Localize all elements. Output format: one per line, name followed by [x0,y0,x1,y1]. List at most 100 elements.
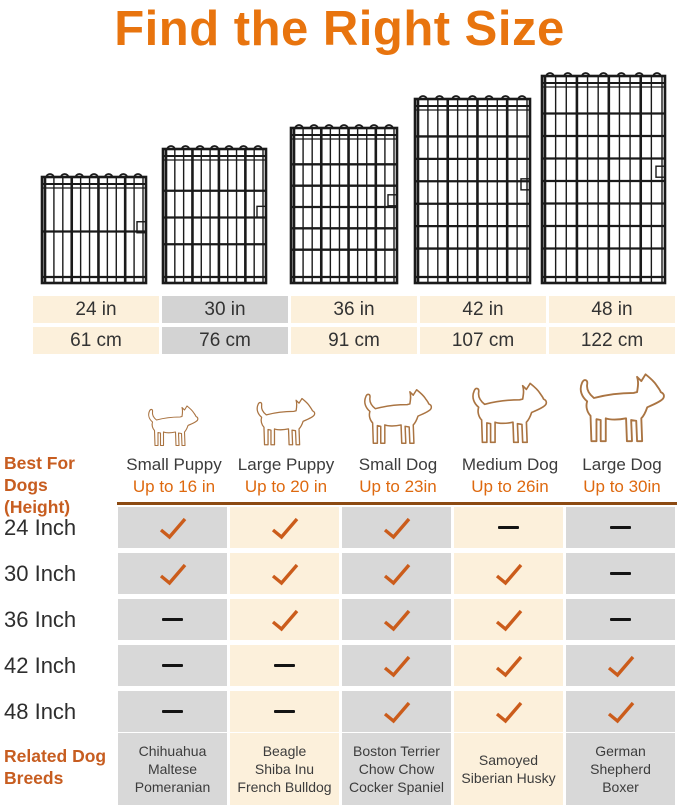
fit-cell [230,507,339,548]
dog-outline-icon [364,389,433,444]
dash-icon [610,617,631,622]
size-cell-cm: 61 cm [33,327,159,354]
size-cell-inches: 48 in [549,296,675,323]
dog-height: Up to 20 in [244,477,328,496]
dog-height: Up to 26in [471,477,549,496]
wire-panel-icon [289,124,399,285]
check-icon [271,563,298,585]
dog-name: Small Dog [358,455,438,474]
fit-cell [566,553,675,594]
dog-outline-icon [256,397,316,446]
crate-panel-36in [289,121,399,285]
dog-height: Up to 23in [359,477,437,496]
fit-cell [454,599,563,640]
fit-cell [454,553,563,594]
check-icon [271,609,298,631]
dog-figure [353,383,441,457]
check-icon [495,563,522,585]
row-label-36-inch: 36 Inch [4,607,77,632]
dog-name: Large Puppy [237,455,335,474]
fit-cell [118,645,227,686]
breed-cell: Beagle Shiba Inu French Bulldog [230,733,339,805]
dog-outline-icon [472,382,548,444]
dog-outline-icon [579,373,665,443]
dog-figure [566,366,676,457]
wire-panel-icon [161,145,268,285]
dash-icon [274,709,295,714]
check-icon [607,655,634,677]
dash-icon [274,663,295,668]
dog-outline-icon [148,405,199,447]
fit-cell [342,553,451,594]
fit-cell [230,599,339,640]
size-cell-inches: 24 in [33,296,159,323]
crate-panel-30in [161,142,268,285]
dog-name: Small Puppy [126,455,222,474]
size-cell-inches: 42 in [420,296,546,323]
fit-cell [454,645,563,686]
check-icon [607,701,634,723]
dog-name: Medium Dog [461,455,559,474]
size-cell-cm: 122 cm [549,327,675,354]
check-icon [383,517,410,539]
dash-icon [162,709,183,714]
check-icon [495,609,522,631]
fit-cell [342,691,451,732]
breed-cell: Boston Terrier Chow Chow Cocker Spaniel [342,733,451,805]
crate-panel-42in [413,92,532,285]
dog-height: Up to 16 in [132,477,216,496]
fit-cell [118,553,227,594]
size-cell-cm: 107 cm [420,327,546,354]
page-title: Find the Right Size [114,2,565,56]
row-label-48-inch: 48 Inch [4,699,77,724]
breed-cell: Samoyed Siberian Husky [454,733,563,805]
fit-cell [454,691,563,732]
size-cell-cm: 76 cm [162,327,288,354]
dash-icon [162,617,183,622]
fit-cell [566,599,675,640]
row-label-42-inch: 42 Inch [4,653,77,678]
breed-cell: German Shepherd Boxer [566,733,675,805]
dash-icon [162,663,183,668]
fit-cell [454,507,563,548]
wire-panel-icon [413,95,532,285]
row-label-30-inch: 30 Inch [4,561,77,586]
check-icon [495,701,522,723]
row-label-24-inch: 24 Inch [4,515,77,540]
fit-cell [342,507,451,548]
dog-figure [140,401,205,457]
check-icon [383,563,410,585]
dash-icon [610,525,631,530]
fit-cell [230,691,339,732]
check-icon [383,655,410,677]
size-cell-cm: 91 cm [291,327,417,354]
best-for-dogs-label: Best For Dogs (Height) [4,453,75,517]
wire-panel-icon [40,173,148,285]
size-cell-inches: 30 in [162,296,288,323]
crate-panel-48in [540,69,667,285]
dog-name: Large Dog [582,455,662,474]
check-icon [271,517,298,539]
fit-cell [118,691,227,732]
fit-cell [566,507,675,548]
check-icon [159,563,186,585]
fit-cell [342,599,451,640]
check-icon [383,609,410,631]
fit-cell [118,507,227,548]
check-icon [159,517,186,539]
related-dog-breeds-label: Related Dog Breeds [4,746,107,788]
fit-cell [230,553,339,594]
table-top-divider [117,502,677,505]
breed-cell: Chihuahua Maltese Pomeranian [118,733,227,805]
fit-cell [230,645,339,686]
wire-panel-icon [540,72,667,285]
fit-cell [566,691,675,732]
check-icon [383,701,410,723]
size-cell-inches: 36 in [291,296,417,323]
dash-icon [498,525,519,530]
dash-icon [610,571,631,576]
fit-cell [566,645,675,686]
fit-cell [342,645,451,686]
fit-cell [118,599,227,640]
